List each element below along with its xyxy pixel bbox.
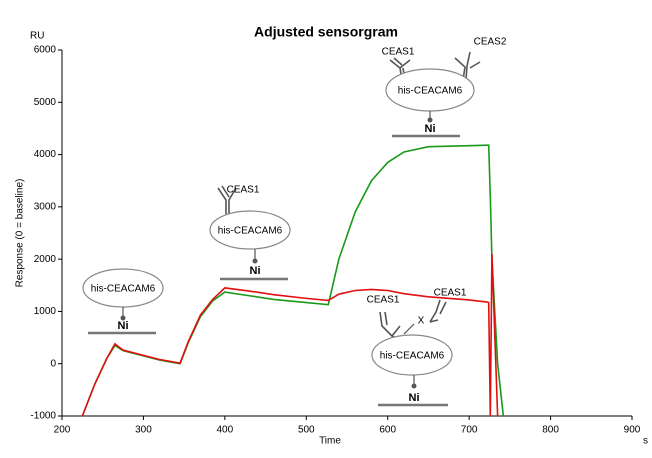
y-tick-label: 4000 (34, 149, 57, 160)
linker-dot (411, 383, 417, 389)
diagram: his-CEACAM6 Ni (82, 268, 164, 335)
antibody-shape (389, 57, 411, 81)
x-tick-label: 800 (542, 425, 559, 436)
x-tick-label: 500 (298, 425, 315, 436)
antibody-label: CEAS1 (382, 47, 415, 58)
y-axis-label: Response (0 = baseline) (15, 179, 26, 288)
diagram: CEAS1 his-CEACAM6 Ni (209, 185, 291, 281)
y-tick-label: 6000 (34, 45, 57, 56)
linker-dot (120, 315, 126, 321)
surface-label: Ni (425, 123, 436, 135)
protein-shape (209, 210, 291, 250)
antibody-label: CEAS1 (434, 288, 467, 299)
y-tick-label: 3000 (34, 201, 57, 212)
x-axis-label: Time (319, 436, 341, 447)
y-tick-label: 5000 (34, 97, 57, 108)
blocked-mark: X (418, 316, 425, 327)
antibody-shape (429, 299, 447, 323)
y-tick-label: 2000 (34, 254, 57, 265)
protein-label: his-CEACAM6 (380, 351, 445, 362)
linker-dot (252, 258, 258, 264)
series-line (81, 253, 499, 417)
surface-label: Ni (118, 320, 129, 332)
x-tick-label: 600 (379, 425, 396, 436)
x-tick-label: 700 (461, 425, 478, 436)
linker-dot (427, 117, 433, 123)
diagram: CEAS1 CEAS2 his-CEACAM6 Ni (382, 37, 507, 138)
x-tick-label: 400 (217, 425, 234, 436)
chart-title: Adjusted sensorgram (254, 24, 398, 40)
diagram: CEAS1 CEAS1 X his-CEACAM6 Ni (367, 288, 467, 407)
antibody-label: CEAS1 (227, 185, 260, 196)
surface-label: Ni (250, 265, 261, 277)
x-tick-label: 300 (135, 425, 152, 436)
protein-label: his-CEACAM6 (398, 86, 463, 97)
x-tick-label: 200 (54, 425, 71, 436)
surface-label: Ni (409, 392, 420, 404)
y-tick-label: -1000 (30, 411, 56, 422)
protein-label: his-CEACAM6 (91, 284, 156, 295)
y-tick-label: 0 (50, 358, 56, 369)
protein-label: his-CEACAM6 (218, 226, 283, 237)
antibody-shape (379, 311, 401, 339)
y-unit: RU (30, 31, 44, 42)
x-unit: s (643, 436, 648, 447)
plot: -1000 0 1000 2000 3000 4000 5000 6000 200 300 400 5… (30, 45, 640, 436)
x-tick-label: 900 (624, 425, 641, 436)
antibody-shape (217, 185, 237, 214)
protein-shape (371, 334, 453, 376)
arrow (403, 323, 415, 335)
antibody-label: CEAS2 (474, 37, 507, 48)
antibody-shape (454, 51, 481, 81)
antibody-label: CEAS1 (367, 295, 400, 306)
y-tick-label: 1000 (34, 306, 57, 317)
